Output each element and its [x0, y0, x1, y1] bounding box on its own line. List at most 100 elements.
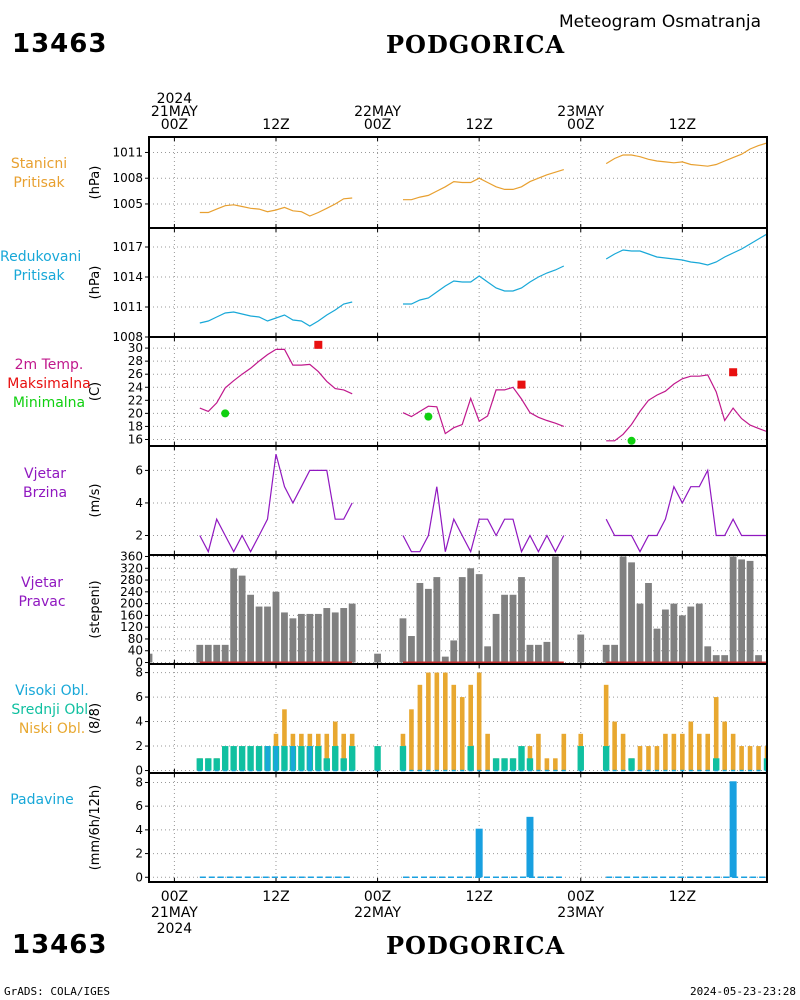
- precip-bar: [475, 828, 483, 878]
- mid-cloud-bar: [315, 746, 322, 771]
- label-wind-dir-line1: Vjetar: [21, 575, 63, 591]
- y-tick-label: 0: [135, 870, 143, 884]
- wind-dir-bar: [611, 644, 619, 663]
- tmax-marker: [729, 368, 738, 377]
- wind-dir-bar: [416, 582, 424, 663]
- mid-cloud-bar: [628, 758, 635, 771]
- y-axis-label: (8/8): [88, 703, 103, 734]
- panel-frame: [148, 336, 768, 447]
- y-axis-label: (mm/6h/12h): [88, 785, 103, 871]
- wind-dir-bar: [653, 628, 661, 663]
- low-cloud-bar: [434, 672, 440, 771]
- label-reduced-pressure: Redukovani Pritisak: [0, 248, 81, 286]
- y-tick-label: 320: [120, 561, 143, 575]
- x-axis-bottom-label: 2024: [157, 921, 193, 937]
- x-axis-top-label: 12Z: [669, 117, 696, 133]
- series-line: [403, 169, 564, 201]
- x-axis-bottom-label: 00Z: [364, 889, 391, 905]
- data-layer: [199, 233, 767, 327]
- wind-dir-bar: [348, 603, 356, 663]
- data-layer: [199, 340, 767, 445]
- label-reduced-pressure-line2: Pritisak: [13, 268, 65, 284]
- y-tick-label: 240: [120, 585, 143, 599]
- y-tick-label: 1011: [112, 145, 143, 159]
- low-cloud-bar: [553, 758, 558, 771]
- label-clouds-line3: Niski Obl.: [18, 721, 86, 737]
- y-tick-label: 6: [135, 690, 143, 704]
- wind-dir-bar: [458, 577, 466, 663]
- footer-station-id: 13463: [12, 930, 108, 960]
- data-layer: [199, 142, 767, 217]
- wind-dir-bar: [331, 612, 339, 663]
- wind-dir-bar: [712, 655, 720, 663]
- wind-dir-bar: [729, 556, 737, 663]
- wind-dir-bar: [450, 640, 458, 663]
- wind-dir-bar: [678, 615, 686, 663]
- wind-dir-bar: [213, 644, 221, 663]
- y-axis-label: (m/s): [88, 484, 103, 518]
- wind-dir-bar: [619, 556, 627, 663]
- wind-dir-bar: [738, 559, 746, 663]
- low-cloud-bar: [468, 684, 473, 771]
- wind-dir-bar: [636, 603, 644, 663]
- series-line: [606, 374, 767, 442]
- wind-dir-bar: [247, 594, 254, 663]
- wind-dir-bar: [501, 594, 508, 663]
- low-cloud-bar: [282, 709, 287, 771]
- wind-dir-bar: [289, 618, 297, 663]
- y-tick-label: 4: [135, 823, 143, 837]
- precip-bar: [526, 816, 534, 878]
- y-tick-label: 6: [135, 463, 143, 477]
- mid-cloud-bar: [577, 746, 584, 771]
- mid-cloud-bar: [467, 746, 474, 771]
- y-tick-label: 20: [128, 406, 143, 420]
- tmax-marker: [517, 380, 526, 389]
- x-axis-top-label: 12Z: [465, 117, 492, 133]
- mid-cloud-bar: [374, 746, 381, 771]
- y-tick-label: 4: [135, 496, 143, 510]
- wind-dir-bar: [543, 641, 551, 663]
- y-tick-label: 4: [135, 715, 143, 729]
- low-cloud-bar: [637, 746, 643, 771]
- low-cloud-bar: [730, 733, 736, 771]
- y-tick-label: 30: [128, 341, 143, 355]
- wind-dir-bar: [230, 568, 238, 663]
- label-temperature: 2m Temp. Maksimalna Minimalna: [0, 356, 98, 413]
- x-axis-bottom-label: 12Z: [669, 889, 696, 905]
- y-tick-label: 1005: [112, 197, 143, 211]
- x-axis-bottom-label: 12Z: [262, 889, 289, 905]
- wind-dir-bar: [340, 608, 348, 663]
- mid-cloud-bar: [509, 758, 517, 771]
- y-tick-label: 24: [128, 380, 143, 394]
- wind-dir-bar: [704, 646, 712, 663]
- footer-credit: GrADS: COLA/IGES: [4, 985, 110, 998]
- low-cloud-bar: [705, 733, 711, 771]
- y-tick-label: 6: [135, 799, 143, 813]
- wind-dir-bar: [441, 656, 449, 663]
- low-cloud-bar: [544, 758, 550, 771]
- wind-dir-bar: [433, 577, 441, 663]
- wind-dir-bar: [484, 646, 492, 663]
- mid-cloud-bar: [298, 746, 305, 771]
- label-wind-speed-line1: Vjetar: [24, 466, 66, 482]
- low-cloud-bar: [696, 733, 702, 771]
- mid-cloud-bar: [518, 746, 525, 771]
- y-tick-label: 0: [135, 764, 143, 778]
- wind-dir-bar: [196, 644, 204, 663]
- low-cloud-bar: [603, 684, 609, 771]
- data-layer: [149, 556, 767, 664]
- low-cloud-bar: [443, 672, 448, 771]
- wind-dir-bar: [509, 594, 517, 663]
- tmin-marker: [627, 436, 636, 445]
- panel-station_pressure: 1005 1008 1011 (hPa): [88, 136, 768, 229]
- wind-dir-bar: [475, 574, 483, 663]
- panel-frame: [148, 227, 768, 338]
- series-line: [199, 453, 353, 554]
- x-axis-top-label: 12Z: [262, 117, 289, 133]
- low-cloud-bar: [646, 746, 651, 771]
- high-cloud-bar: [307, 746, 313, 771]
- y-tick-label: 80: [128, 632, 143, 646]
- mid-cloud-bar: [340, 758, 347, 771]
- footer-timestamp: 2024-05-23-23:28: [690, 985, 796, 998]
- mid-cloud-bar: [221, 746, 229, 771]
